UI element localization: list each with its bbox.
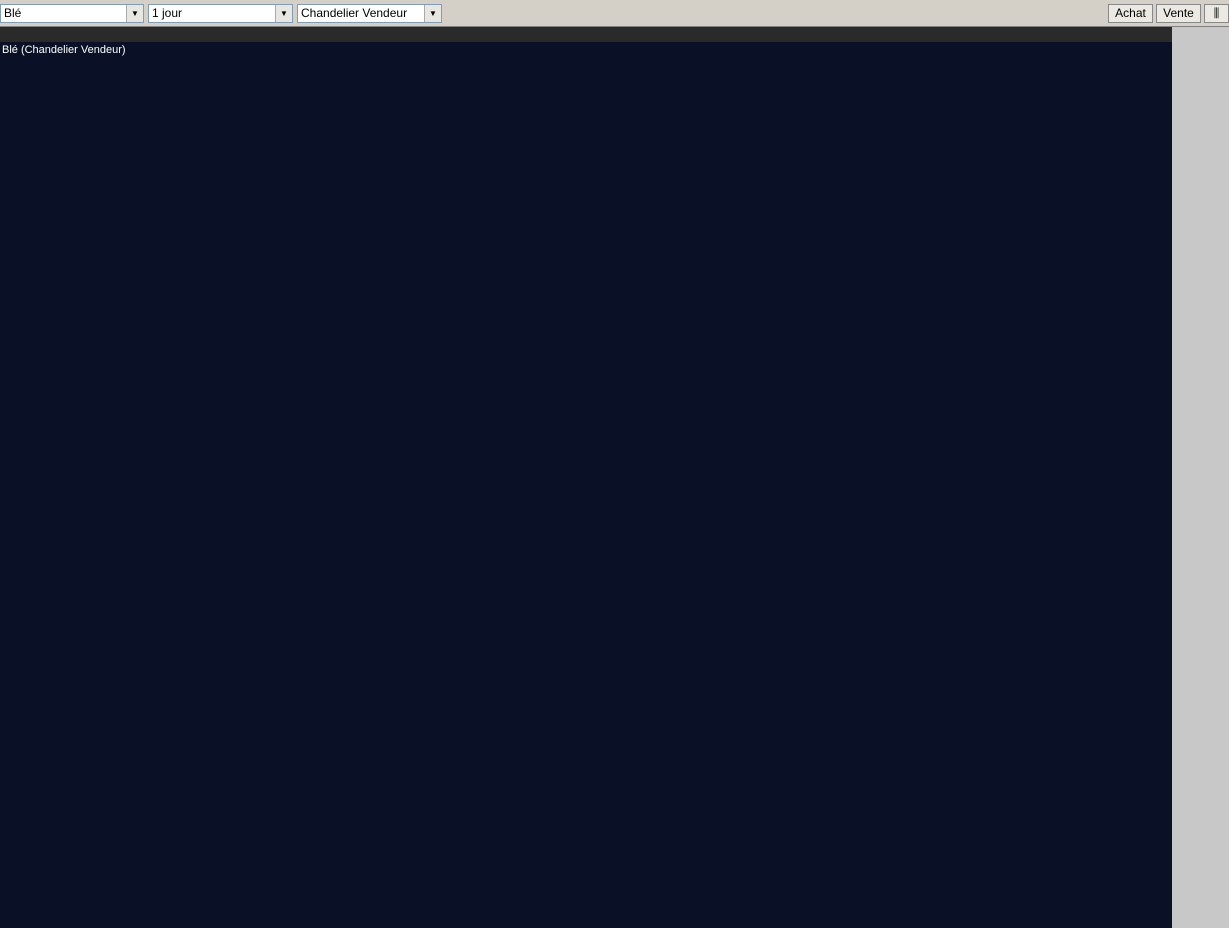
buy-button[interactable]: Achat	[1108, 4, 1153, 23]
tool-button[interactable]: ⫼	[1204, 4, 1229, 23]
sell-button[interactable]: Vente	[1156, 4, 1201, 23]
instrument: Blé	[4, 6, 22, 20]
chart: Blé (Chandelier Vendeur)	[0, 27, 1229, 928]
period-select[interactable]: 1 jour ▼	[148, 4, 293, 23]
legend-title: Blé (Chandelier Vendeur)	[2, 44, 126, 56]
price-axis	[1172, 27, 1229, 928]
chart-style: Chandelier Vendeur	[301, 6, 408, 20]
date-header	[0, 27, 1172, 42]
instrument-select[interactable]: Blé ▼	[0, 4, 144, 23]
period: 1 jour	[152, 6, 183, 20]
style-select[interactable]: Chandelier Vendeur ▼	[297, 4, 442, 23]
toolbar: Blé ▼ 1 jour ▼ Chandelier Vendeur ▼ Achat V…	[0, 0, 1229, 27]
